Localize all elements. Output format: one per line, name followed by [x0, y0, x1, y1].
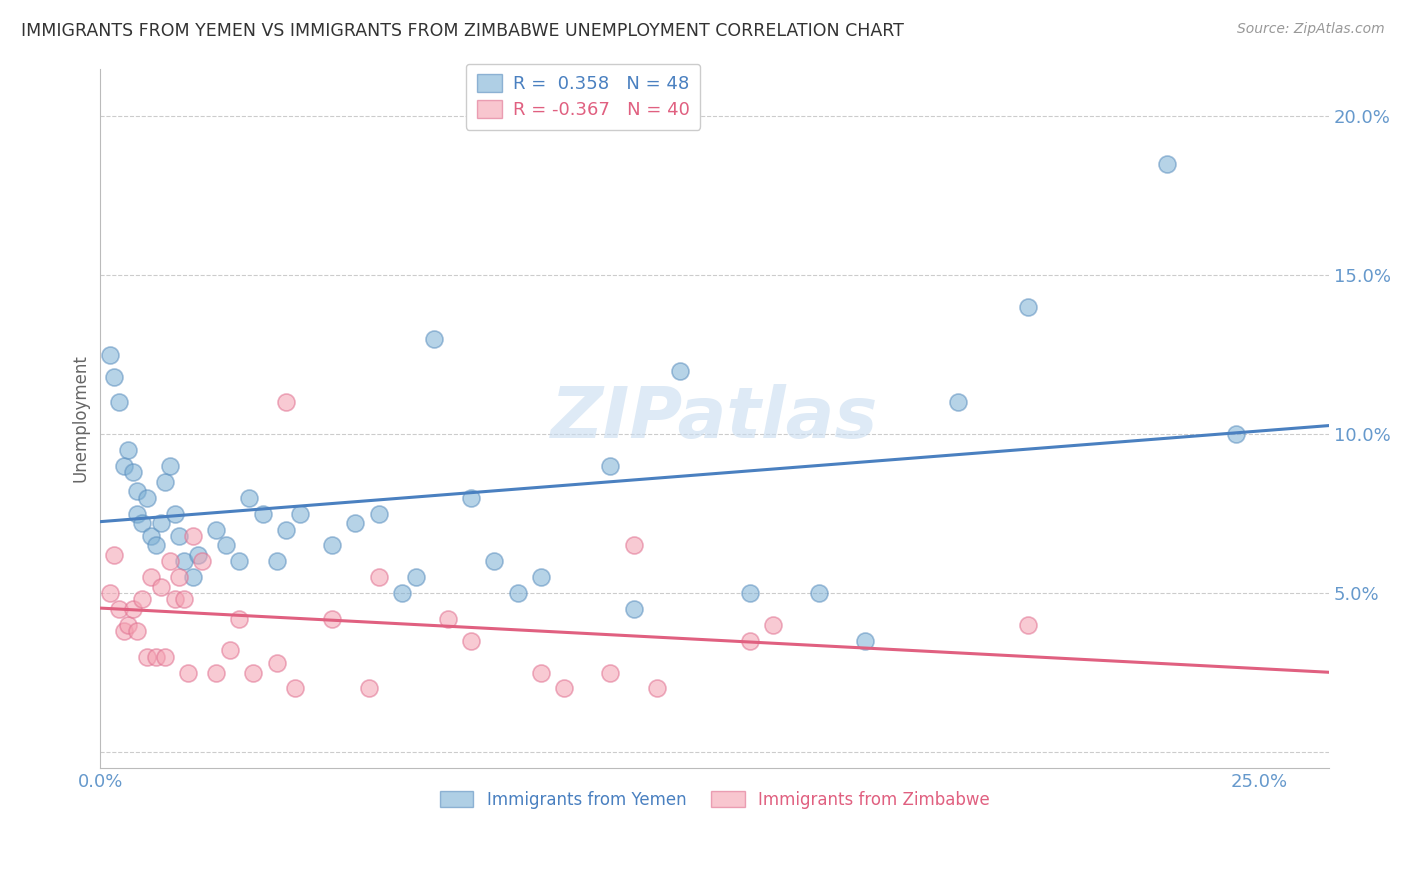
Text: IMMIGRANTS FROM YEMEN VS IMMIGRANTS FROM ZIMBABWE UNEMPLOYMENT CORRELATION CHART: IMMIGRANTS FROM YEMEN VS IMMIGRANTS FROM… — [21, 22, 904, 40]
Point — [103, 370, 125, 384]
Point — [405, 570, 427, 584]
Point — [599, 665, 621, 680]
Point — [460, 633, 482, 648]
Point — [1156, 157, 1178, 171]
Point — [808, 586, 831, 600]
Point — [103, 548, 125, 562]
Point — [177, 665, 200, 680]
Point — [149, 580, 172, 594]
Point — [121, 465, 143, 479]
Point — [108, 395, 131, 409]
Point — [266, 656, 288, 670]
Point — [506, 586, 529, 600]
Point — [155, 475, 177, 489]
Point — [599, 458, 621, 473]
Point — [131, 516, 153, 530]
Point — [141, 529, 163, 543]
Point — [645, 681, 668, 696]
Point — [367, 570, 389, 584]
Y-axis label: Unemployment: Unemployment — [72, 354, 89, 483]
Point — [460, 491, 482, 505]
Point — [117, 443, 139, 458]
Point — [1017, 300, 1039, 314]
Point — [141, 570, 163, 584]
Point — [127, 624, 149, 639]
Point — [553, 681, 575, 696]
Point — [219, 643, 242, 657]
Point — [98, 348, 121, 362]
Point — [484, 554, 506, 568]
Point — [167, 570, 190, 584]
Text: Source: ZipAtlas.com: Source: ZipAtlas.com — [1237, 22, 1385, 37]
Point — [117, 618, 139, 632]
Point — [288, 507, 311, 521]
Point — [946, 395, 969, 409]
Point — [112, 458, 135, 473]
Point — [214, 538, 236, 552]
Point — [149, 516, 172, 530]
Point — [855, 633, 877, 648]
Point — [1225, 427, 1247, 442]
Point — [321, 538, 343, 552]
Point — [238, 491, 260, 505]
Point — [321, 611, 343, 625]
Point — [228, 554, 250, 568]
Point — [127, 507, 149, 521]
Point — [669, 363, 692, 377]
Point — [121, 602, 143, 616]
Point — [623, 538, 645, 552]
Point — [173, 592, 195, 607]
Point — [623, 602, 645, 616]
Point — [112, 624, 135, 639]
Point — [359, 681, 381, 696]
Point — [738, 586, 761, 600]
Point — [181, 570, 204, 584]
Text: ZIPatlas: ZIPatlas — [551, 384, 879, 453]
Point — [108, 602, 131, 616]
Point — [205, 523, 228, 537]
Point — [530, 570, 553, 584]
Point — [135, 491, 157, 505]
Point — [1017, 618, 1039, 632]
Point — [242, 665, 264, 680]
Point — [762, 618, 785, 632]
Point — [127, 484, 149, 499]
Point — [228, 611, 250, 625]
Point — [437, 611, 460, 625]
Point — [367, 507, 389, 521]
Point — [274, 523, 297, 537]
Point — [173, 554, 195, 568]
Point — [205, 665, 228, 680]
Point — [135, 649, 157, 664]
Point — [191, 554, 214, 568]
Point — [423, 332, 446, 346]
Point — [187, 548, 209, 562]
Point — [163, 592, 186, 607]
Point — [266, 554, 288, 568]
Point — [98, 586, 121, 600]
Point — [252, 507, 274, 521]
Point — [163, 507, 186, 521]
Point — [145, 538, 167, 552]
Point — [391, 586, 413, 600]
Point — [159, 554, 181, 568]
Point — [738, 633, 761, 648]
Point — [284, 681, 307, 696]
Point — [155, 649, 177, 664]
Point — [159, 458, 181, 473]
Legend: Immigrants from Yemen, Immigrants from Zimbabwe: Immigrants from Yemen, Immigrants from Z… — [433, 784, 997, 815]
Point — [181, 529, 204, 543]
Point — [530, 665, 553, 680]
Point — [145, 649, 167, 664]
Point — [274, 395, 297, 409]
Point — [344, 516, 367, 530]
Point — [167, 529, 190, 543]
Point — [131, 592, 153, 607]
